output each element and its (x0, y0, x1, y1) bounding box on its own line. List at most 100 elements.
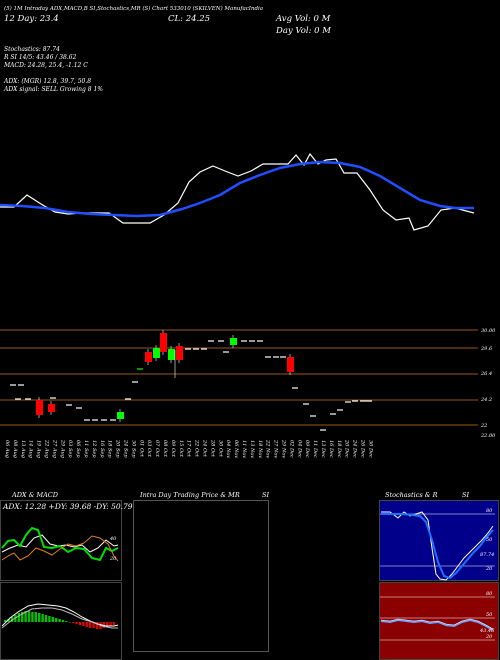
macd-bar-1 (7, 619, 10, 622)
moving-average-line-blue (0, 160, 474, 218)
intraday-panel (133, 500, 269, 652)
macd-bar-20 (72, 622, 75, 623)
macd-bar-19 (68, 622, 71, 623)
price-axis-label-5: 22.00 (480, 433, 496, 439)
header-12day: 12 Day: 23.4 (4, 14, 59, 24)
rsi-label-50: 50 (486, 612, 493, 618)
date-label-17: 01 Oct (138, 440, 144, 458)
date-label-19: 07 Oct (154, 440, 160, 458)
macd-bar-24 (85, 622, 88, 627)
date-label-7: 29 Aug (59, 439, 65, 458)
header-line1: (5) 1M Intraday ADX,MACD,B SI,Stochastic… (4, 6, 264, 12)
macd-bar-31 (109, 622, 112, 626)
macd-bar-26 (92, 622, 95, 628)
adx-macd-panel-title: ADX & MACD (12, 491, 58, 499)
price-axis-label-4: 22 (480, 423, 487, 429)
macd-bar-21 (75, 622, 78, 624)
candle-8 (48, 404, 55, 412)
date-label-36: 02 Dec (288, 440, 294, 458)
macd-panel (0, 582, 122, 660)
macd-bar-30 (106, 622, 109, 627)
date-label-8: 03 Sep (67, 440, 73, 458)
header-day-vol: Day Vol: 0 M (276, 26, 331, 36)
rsi-line (380, 618, 494, 631)
adx-values: ADX: 12.28 +DY: 39.68 -DY: 50.79 (3, 502, 133, 511)
date-label-38: 09 Dec (304, 440, 310, 458)
price-axis-label-1: 29.6 (480, 346, 493, 352)
date-label-2: 13 Aug (20, 440, 26, 458)
date-label-13: 18 Sep (107, 440, 113, 458)
stoch-panel-title2: SI (462, 491, 470, 499)
candle-4 (176, 346, 183, 360)
header-avg-vol: Avg Vol: 0 M (276, 14, 331, 24)
date-label-30: 11 Nov (241, 440, 247, 458)
indicator-macd: MACD: 24.28, 25.4, -1.12 C (4, 62, 88, 69)
macd-bar-15 (55, 618, 58, 622)
date-label-9: 06 Sep (75, 440, 81, 458)
date-label-40: 13 Dec (320, 440, 326, 458)
date-label-28: 04 Nov (225, 440, 231, 458)
date-label-27: 30 Oct (217, 440, 223, 458)
macd-bar-4 (17, 613, 20, 622)
macd-bar-0 (4, 620, 7, 622)
date-label-44: 24 Dec (352, 439, 358, 458)
adx-label-20: 20 (109, 556, 117, 562)
macd-bar-5 (21, 612, 24, 622)
macd-bar-9 (34, 612, 37, 622)
adx-line (1, 534, 119, 553)
macd-bar-23 (82, 622, 85, 626)
rsi-line-white (380, 618, 494, 630)
candle-0 (145, 352, 152, 362)
intraday-panel-title: Intra Day Trading Price & MR (140, 491, 240, 499)
macd-bar-22 (78, 622, 82, 625)
date-label-31: 13 Nov (249, 440, 255, 458)
date-label-10: 11 Sep (83, 440, 89, 458)
macd-bar-17 (61, 620, 65, 622)
adx-label-40: 40 (109, 536, 117, 542)
plus-dy-line (1, 526, 119, 562)
macd-bar-6 (24, 611, 27, 622)
price-axis-label-3: 24.2 (480, 397, 492, 403)
rsi-label-80: 80 (486, 591, 493, 597)
macd-bar-11 (41, 614, 44, 622)
date-label-3: 14 Aug (28, 440, 34, 458)
candle-9 (117, 412, 124, 419)
macd-bar-27 (95, 622, 99, 629)
candle-1 (153, 348, 160, 358)
candle-6 (287, 357, 294, 372)
macd-bar-10 (38, 613, 41, 622)
date-label-34: 27 Nov (273, 439, 279, 458)
date-label-33: 22 Nov (265, 439, 271, 458)
minus-dy-line (1, 535, 119, 562)
date-label-1: 08 Aug (12, 440, 18, 458)
adx-panel (0, 500, 122, 581)
macd-bar-18 (65, 621, 68, 622)
date-label-42: 18 Dec (336, 440, 342, 458)
stoch-value-annotation: 87.74 (480, 552, 494, 558)
date-label-35: 29 Nov (281, 439, 287, 458)
date-label-24: 22 Oct (194, 439, 200, 458)
date-label-43: 20 Dec (344, 439, 350, 458)
date-label-20: 08 Oct (162, 440, 168, 458)
date-label-23: 17 Oct (186, 440, 192, 458)
date-label-32: 18 Nov (257, 440, 263, 458)
indicator-stochastics: Stochastics: 87.74 (4, 46, 60, 53)
date-label-39: 11 Dec (312, 440, 318, 458)
stoch-slow-line (381, 513, 494, 580)
macd-bar-13 (48, 616, 51, 622)
date-label-15: 24 Sep (123, 439, 129, 458)
date-label-0: 06 Aug (4, 440, 10, 458)
indicator-rsi: R SI 14/5: 43.46 / 38.62 (4, 54, 77, 61)
stoch-label-50: 50 (486, 537, 493, 543)
date-label-41: 16 Dec (328, 440, 334, 458)
stoch-label-20: 20 (485, 566, 493, 572)
date-label-26: 28 Oct (209, 439, 215, 458)
date-label-6: 27 Aug (51, 439, 57, 458)
date-label-4: 19 Aug (36, 440, 42, 458)
stoch-label-80: 80 (486, 508, 493, 514)
date-label-45: 26 Dec (360, 439, 366, 458)
date-label-25: 24 Oct (202, 439, 208, 458)
date-label-29: 06 Nov (233, 440, 239, 458)
candle-5 (230, 338, 237, 345)
